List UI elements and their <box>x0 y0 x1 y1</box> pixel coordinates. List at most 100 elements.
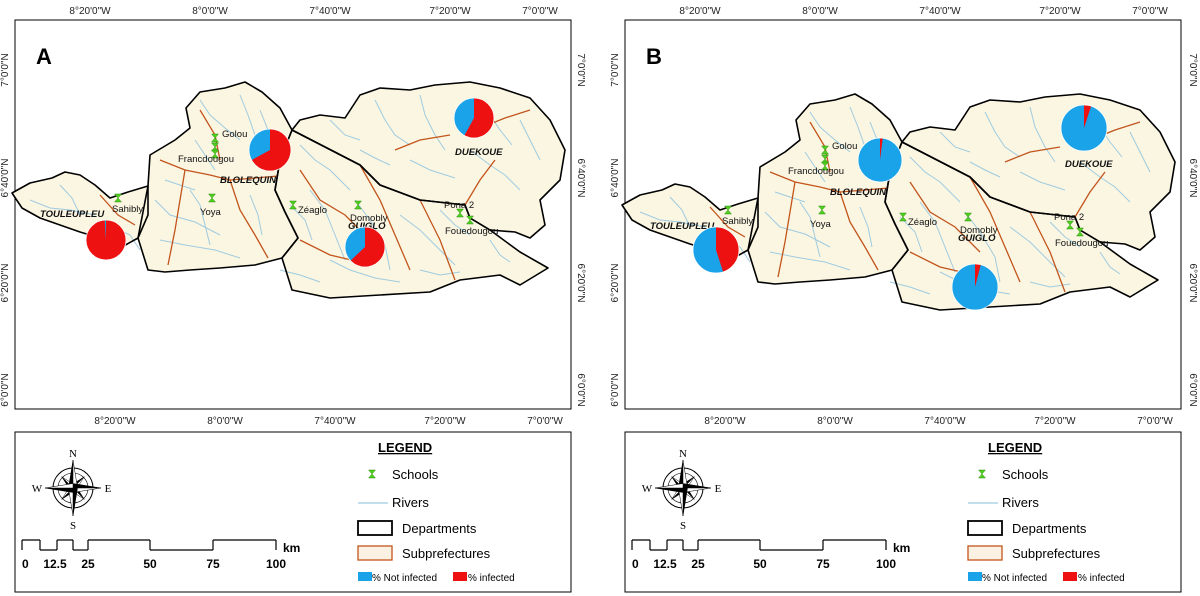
latitude-label-right: 6°40'0"N <box>575 159 586 198</box>
river-line <box>329 259 401 283</box>
department-boundary-duekoue <box>291 81 566 239</box>
compass-west-label: W <box>642 483 653 495</box>
pie-chart-duekoue <box>1060 104 1108 152</box>
department-boundary-duekoue <box>901 93 1176 251</box>
school-marker <box>1065 220 1075 230</box>
school-marker <box>210 133 220 143</box>
subprefecture-boundary <box>1004 146 1061 163</box>
longitude-label-bottom: 8°20'0"W <box>94 416 136 427</box>
river-line <box>164 179 196 191</box>
river-line <box>309 189 346 261</box>
subprefecture-boundary <box>464 159 496 206</box>
subprefecture-boundary <box>419 199 456 281</box>
school-marker <box>465 215 475 225</box>
department-label: GUIGLO <box>348 221 386 232</box>
subprefecture-boundary <box>359 164 411 271</box>
river-line <box>519 119 541 161</box>
longitude-label-top: 8°20'0"W <box>679 6 721 17</box>
legend-not-infected-label: % Not infected <box>372 573 437 584</box>
longitude-label-bottom: 7°0'0"W <box>527 416 563 427</box>
school-marker <box>963 212 973 222</box>
latitude-label-left: 6°40'0"N <box>0 159 11 198</box>
river-line <box>154 199 221 236</box>
department-boundary-touleupleu <box>621 183 759 261</box>
longitude-label-top: 8°0'0"W <box>192 6 228 17</box>
river-line <box>859 206 873 248</box>
compass-south-label: S <box>70 520 76 532</box>
scale-tick-label: 75 <box>816 557 830 571</box>
latitude-label-left: 6°0'0"N <box>610 373 621 406</box>
subprefecture-boundary <box>299 169 371 241</box>
river-line <box>1019 171 1066 191</box>
legend-departments-label: Departments <box>402 521 477 536</box>
river-line <box>419 269 461 276</box>
longitude-label-bottom: 7°20'0"W <box>424 416 466 427</box>
pie-slice-infected <box>86 220 127 260</box>
school-symbol-icon <box>367 469 377 479</box>
legend-not-infected-label: % Not infected <box>982 573 1047 584</box>
infected-swatch <box>1063 572 1077 581</box>
subprefecture-boundary <box>229 179 269 259</box>
latitude-label-right: 6°20'0"N <box>1187 264 1198 303</box>
compass-rose-icon <box>654 459 712 517</box>
map-svg: 8°20'0"W 8°0'0"W 7°40'0"W 7°20'0"W 7°0'0"W 8°… <box>0 6 586 593</box>
river-line <box>249 194 263 236</box>
river-line <box>799 201 821 258</box>
subprefecture-boundary <box>769 171 889 193</box>
town-label: Zéaglo <box>298 205 327 216</box>
longitude-label-bottom: 7°0'0"W <box>1137 416 1173 427</box>
longitude-label-bottom: 7°40'0"W <box>314 416 356 427</box>
compass-south-label: S <box>680 520 686 532</box>
department-boundary-touleupleu <box>11 171 149 249</box>
map-panel-a: 8°20'0"W 8°0'0"W 7°40'0"W 7°20'0"W 7°0'0"W 8°… <box>0 0 588 596</box>
map-area: Golou Francdougou Sahibly Yoya Zéaglo Domobly… <box>621 93 1176 311</box>
longitude-label-top: 7°0'0"W <box>1132 6 1168 17</box>
river-line <box>194 139 216 171</box>
river-line <box>359 149 391 166</box>
compass-east-label: E <box>105 483 112 495</box>
longitude-label-top: 7°40'0"W <box>309 6 351 17</box>
pie-slice-infected <box>350 227 386 267</box>
school-marker <box>898 212 908 222</box>
river-line <box>1009 226 1066 278</box>
river-line <box>764 211 831 248</box>
school-marker <box>113 193 123 203</box>
legend-entries: Schools Rivers Departments Subprefectures % … <box>357 467 515 584</box>
department-label: DUEKOUE <box>455 147 503 158</box>
infected-swatch <box>453 572 467 581</box>
legend-box <box>14 431 572 593</box>
river-line <box>984 111 1021 158</box>
scale-tick-label: 75 <box>206 557 220 571</box>
school-marker <box>820 145 830 155</box>
department-label: BLOLEQUIN <box>830 187 887 198</box>
latitude-label-left: 7°0'0"N <box>0 53 11 86</box>
longitude-label-bottom: 7°20'0"W <box>1034 416 1076 427</box>
subprefecture-boundary <box>969 176 1021 283</box>
scale-tick-label: 25 <box>81 557 95 571</box>
subprefecture-boundary <box>394 134 451 151</box>
latitude-label-right: 6°40'0"N <box>1187 159 1198 198</box>
latitude-label-right: 7°0'0"N <box>1187 53 1198 86</box>
scale-bar: 0 12.5 25 50 75 100 km <box>21 539 300 571</box>
town-label: Pona 2 <box>444 200 474 211</box>
pie-slice-infected <box>880 137 883 160</box>
river-line <box>899 216 923 253</box>
legend-subprefectures-label: Subprefectures <box>1012 546 1101 561</box>
river-line <box>299 144 351 191</box>
scale-tick-label: 25 <box>691 557 705 571</box>
pie-slice-infected <box>464 98 494 138</box>
river-line <box>639 211 706 228</box>
map-panel-b: 8°20'0"W 8°0'0"W 7°40'0"W 7°20'0"W 7°0'0"W 8°… <box>610 0 1198 596</box>
river-line <box>1129 131 1151 173</box>
map-svg: 8°20'0"W 8°0'0"W 7°40'0"W 7°20'0"W 7°0'0"W 8°… <box>610 6 1198 593</box>
longitude-label-bottom: 8°20'0"W <box>704 416 746 427</box>
river-line <box>29 199 96 216</box>
pie-slice-infected <box>1084 105 1092 128</box>
river-line <box>804 151 826 183</box>
scale-tick-label: 100 <box>266 557 286 571</box>
river-line <box>439 209 471 236</box>
river-line <box>59 184 81 216</box>
longitude-label-top: 7°0'0"W <box>522 6 558 17</box>
subprefecture-symbol <box>967 545 1003 561</box>
department-symbol <box>357 520 393 536</box>
